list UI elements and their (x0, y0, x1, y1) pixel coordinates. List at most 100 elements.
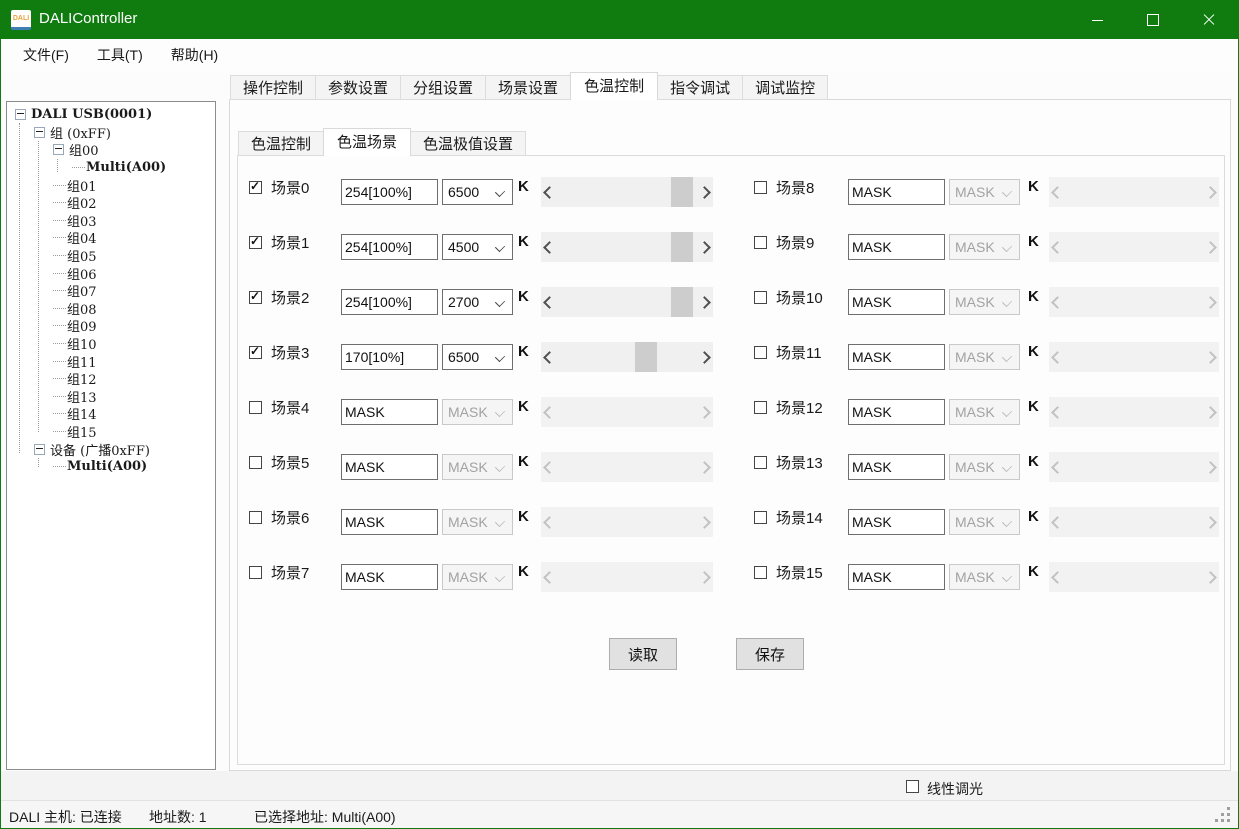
scrollbar-right-arrow-icon[interactable] (696, 177, 713, 207)
main-tab-1[interactable]: 参数设置 (315, 75, 402, 100)
scene-checkbox-5[interactable] (249, 456, 262, 469)
scene-checkbox-13[interactable] (754, 456, 767, 469)
tree-connector (53, 219, 66, 221)
scrollbar-right-arrow-icon[interactable] (696, 287, 713, 317)
tree-item[interactable]: 组02 (7, 194, 215, 212)
tree-item[interactable]: 组06 (7, 264, 215, 283)
scene-checkbox-0[interactable] (249, 179, 262, 194)
tree-collapse-icon[interactable] (34, 126, 45, 138)
scene-checkbox-4[interactable] (249, 401, 262, 414)
tree-item[interactable]: 设备 (广播0xFF) (7, 440, 215, 459)
scene-level-input-2[interactable] (341, 289, 438, 315)
scrollbar-right-arrow-icon[interactable] (696, 342, 713, 372)
scrollbar-thumb[interactable] (671, 177, 693, 207)
scene-colortemp-combobox-0[interactable]: 6500 (442, 179, 513, 205)
scene-colortemp-combobox-1[interactable]: 4500 (442, 234, 513, 260)
scrollbar-thumb[interactable] (635, 342, 657, 372)
tree-collapse-icon[interactable] (34, 443, 45, 455)
tree-item[interactable]: Multi(A00) (7, 458, 215, 476)
menu-item-1[interactable]: 工具(T) (96, 47, 143, 63)
main-tab-3[interactable]: 场景设置 (485, 75, 572, 100)
tree-item[interactable]: 组10 (7, 335, 215, 353)
scene-checkbox-15[interactable] (754, 566, 767, 579)
scene-checkbox-6[interactable] (249, 511, 262, 524)
tree-item[interactable]: 组07 (7, 282, 215, 300)
scene-level-input-7[interactable] (341, 564, 438, 590)
scene-level-input-4[interactable] (341, 399, 438, 425)
sub-tab-2[interactable]: 色温极值设置 (410, 131, 527, 156)
tree-item[interactable]: 组09 (7, 317, 215, 335)
tree-collapse-icon[interactable] (53, 144, 64, 156)
scrollbar-left-arrow-icon[interactable] (541, 232, 558, 262)
scene-checkbox-10[interactable] (754, 291, 767, 304)
tree-item[interactable]: 组04 (7, 229, 215, 247)
save-button[interactable]: 保存 (736, 638, 804, 670)
close-button[interactable] (1185, 1, 1233, 39)
scene-level-input-3[interactable] (341, 344, 438, 370)
tree-item[interactable]: 组01 (7, 176, 215, 195)
sub-tab-0[interactable]: 色温控制 (238, 131, 325, 156)
tree-item[interactable]: 组13 (7, 388, 215, 406)
scene-level-input-9[interactable] (848, 234, 945, 260)
scene-checkbox-8[interactable] (754, 181, 767, 194)
sub-tab-1[interactable]: 色温场景 (323, 128, 412, 156)
tree-item[interactable]: DALI USB(0001) (7, 106, 215, 124)
scene-colortemp-combobox-2[interactable]: 2700 (442, 289, 513, 315)
tree-item[interactable]: 组00 (7, 141, 215, 159)
tree-item[interactable]: 组05 (7, 247, 215, 265)
title-bar[interactable]: DALI DALIController (1, 1, 1238, 39)
scrollbar-left-arrow-icon[interactable] (541, 287, 558, 317)
scene-colortemp-scrollbar-0[interactable] (541, 177, 713, 207)
read-button[interactable]: 读取 (609, 638, 677, 670)
scrollbar-thumb[interactable] (671, 287, 693, 317)
scene-checkbox-14[interactable] (754, 511, 767, 524)
scrollbar-left-arrow-icon[interactable] (541, 342, 558, 372)
tree-item[interactable]: 组15 (7, 423, 215, 441)
menu-item-0[interactable]: 文件(F) (23, 47, 69, 63)
scene-label-5: 场景5 (271, 455, 310, 472)
scene-colortemp-combobox-3[interactable]: 6500 (442, 344, 513, 370)
scene-colortemp-scrollbar-3[interactable] (541, 342, 713, 372)
tree-item[interactable]: 组14 (7, 405, 215, 423)
scrollbar-thumb[interactable] (671, 232, 693, 262)
scene-checkbox-1[interactable] (249, 234, 262, 249)
scene-checkbox-3[interactable] (249, 344, 262, 359)
scene-level-input-1[interactable] (341, 234, 438, 260)
scene-level-input-0[interactable] (341, 179, 438, 205)
scrollbar-right-arrow-icon[interactable] (696, 232, 713, 262)
scene-level-input-15[interactable] (848, 564, 945, 590)
scene-checkbox-12[interactable] (754, 401, 767, 414)
minimize-button[interactable] (1073, 1, 1121, 39)
scene-checkbox-7[interactable] (249, 566, 262, 579)
scene-checkbox-2[interactable] (249, 289, 262, 304)
tree-item[interactable]: 组08 (7, 300, 215, 318)
scene-level-input-6[interactable] (341, 509, 438, 535)
scene-colortemp-scrollbar-2[interactable] (541, 287, 713, 317)
scene-checkbox-9[interactable] (754, 236, 767, 249)
main-tab-5[interactable]: 指令调试 (657, 75, 744, 100)
scene-level-input-8[interactable] (848, 179, 945, 205)
scene-checkbox-11[interactable] (754, 346, 767, 359)
scene-level-input-10[interactable] (848, 289, 945, 315)
main-tab-0[interactable]: 操作控制 (230, 75, 317, 100)
scene-level-input-12[interactable] (848, 399, 945, 425)
scene-level-input-13[interactable] (848, 454, 945, 480)
scrollbar-left-arrow-icon[interactable] (541, 177, 558, 207)
maximize-button[interactable] (1129, 1, 1177, 39)
tree-item[interactable]: 组12 (7, 370, 215, 388)
scene-level-input-11[interactable] (848, 344, 945, 370)
tree-item[interactable]: Multi(A00) (7, 159, 215, 177)
resize-grip-icon[interactable] (1215, 807, 1218, 810)
tree-item[interactable]: 组 (0xFF) (7, 124, 215, 142)
linear-dim-checkbox[interactable] (906, 780, 919, 793)
scene-level-input-5[interactable] (341, 454, 438, 480)
tree-collapse-icon[interactable] (15, 109, 26, 121)
scene-colortemp-scrollbar-1[interactable] (541, 232, 713, 262)
menu-item-2[interactable]: 帮助(H) (170, 47, 219, 63)
scene-level-input-14[interactable] (848, 509, 945, 535)
main-tab-4[interactable]: 色温控制 (570, 72, 659, 100)
tree-item[interactable]: 组03 (7, 212, 215, 230)
main-tab-2[interactable]: 分组设置 (400, 75, 487, 100)
main-tab-6[interactable]: 调试监控 (742, 75, 829, 100)
tree-item[interactable]: 组11 (7, 352, 215, 371)
